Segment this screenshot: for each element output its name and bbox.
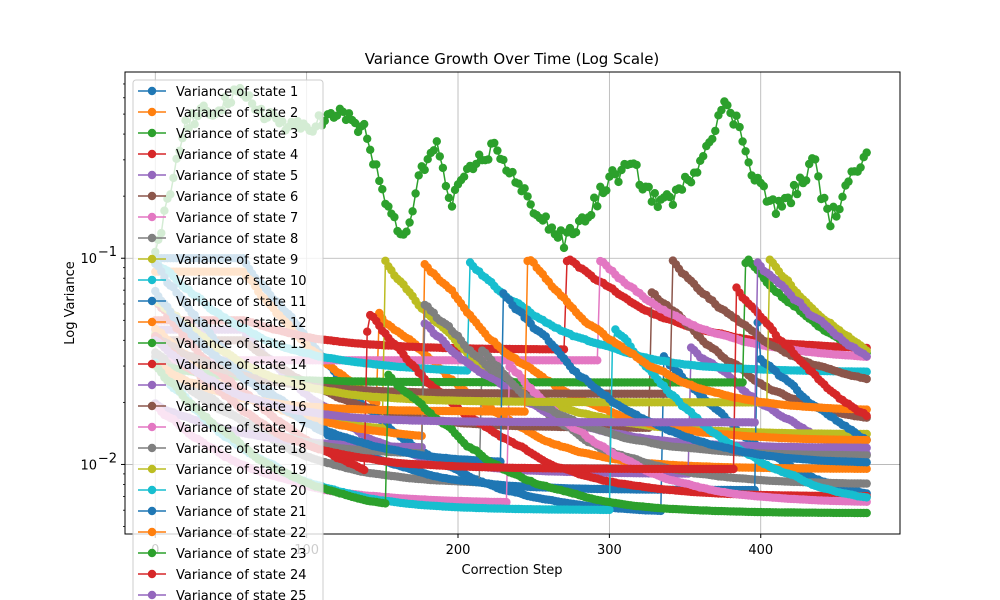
series-point — [363, 327, 372, 336]
series-point — [360, 465, 369, 475]
series-point — [862, 479, 871, 488]
series-point — [862, 374, 871, 384]
series-point — [862, 464, 871, 473]
series-point — [593, 356, 602, 365]
series-point — [738, 378, 747, 387]
series-point — [862, 443, 871, 452]
series-point — [862, 435, 871, 445]
series-point — [605, 505, 614, 515]
series-point — [862, 367, 871, 376]
series-point — [862, 458, 871, 467]
series-point — [520, 407, 529, 416]
series-point — [862, 493, 871, 502]
